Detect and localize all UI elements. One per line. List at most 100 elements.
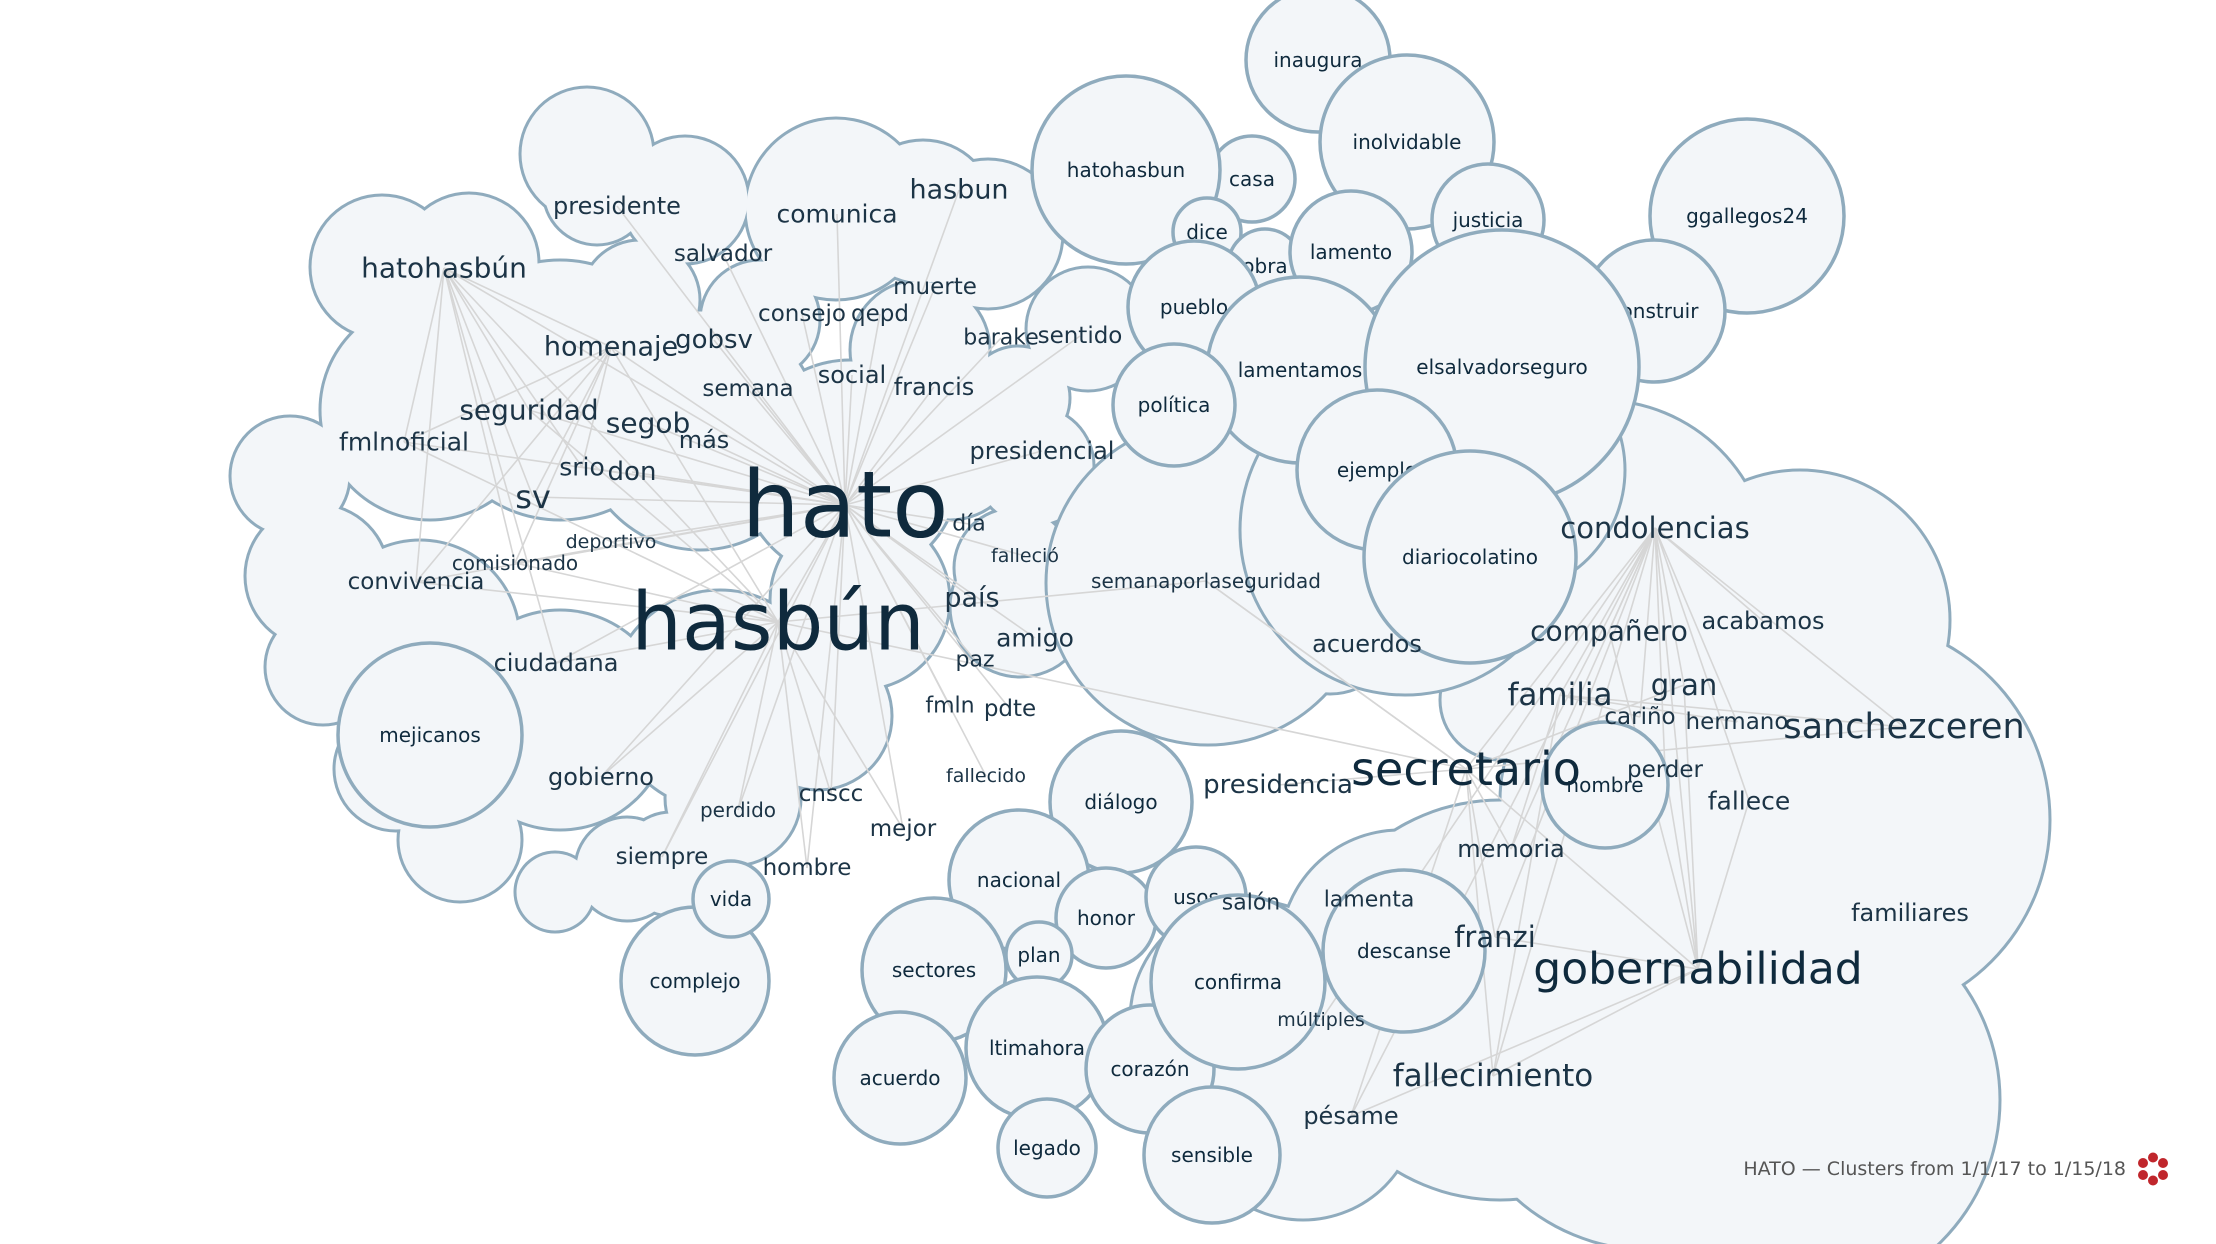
bubble-label: diariocolatino xyxy=(1402,545,1538,569)
bubble-circle xyxy=(1030,74,1222,266)
edge-line xyxy=(1559,694,1738,723)
edge-line xyxy=(836,213,846,506)
bubble-label: casa xyxy=(1229,167,1275,191)
word-lamenta: lamenta xyxy=(1324,888,1415,913)
edge-line xyxy=(528,409,779,623)
bubble-circle xyxy=(1111,342,1237,468)
edge-line xyxy=(844,335,1081,506)
word-gobierno: gobierno xyxy=(548,763,654,791)
edge-line xyxy=(806,504,846,869)
bubble-label: lamentamos xyxy=(1238,358,1363,382)
bubble-circle xyxy=(996,1097,1098,1199)
edge-line xyxy=(1350,968,1699,1117)
edge-line xyxy=(631,471,846,506)
word-memoria: memoria xyxy=(1457,835,1564,863)
edge-line xyxy=(415,504,846,583)
edge-line xyxy=(1465,684,1685,770)
edge-line xyxy=(514,562,779,623)
bubble-label: inaugura xyxy=(1273,48,1362,72)
bubble-política: política xyxy=(1111,342,1237,468)
bubble-diálogo: diálogo xyxy=(1048,729,1194,875)
edge-line xyxy=(1465,768,1699,970)
bubble-complejo: complejo xyxy=(619,905,771,1057)
bubble-label: lamento xyxy=(1310,240,1392,264)
flower-logo-icon xyxy=(2136,1152,2170,1186)
edge-line xyxy=(1654,527,1905,728)
edge-line xyxy=(610,346,779,623)
word-sv: sv xyxy=(515,478,551,516)
edge-line xyxy=(415,346,612,583)
word-consejo: consejo xyxy=(758,301,846,327)
edge-line xyxy=(532,346,612,498)
edge-line xyxy=(737,621,779,811)
word-fmln: fmln xyxy=(925,694,974,719)
word-srio: srio xyxy=(559,453,605,482)
word-hato: hato xyxy=(741,452,948,559)
bubble-mejicanos: mejicanos xyxy=(336,641,524,829)
edge-line xyxy=(777,580,1207,623)
edge-line xyxy=(415,267,445,583)
word-paz: paz xyxy=(956,648,995,673)
edge-line xyxy=(830,504,846,795)
edge-line xyxy=(1465,768,1496,938)
edge-line xyxy=(777,621,832,795)
word-salón: salón xyxy=(1222,891,1280,916)
bubble-label: diálogo xyxy=(1084,790,1157,814)
cluster-blob xyxy=(228,85,1152,934)
bubble-legado: legado xyxy=(996,1097,1098,1199)
bubble-label: nombre xyxy=(1566,773,1643,797)
bubble-label: acuerdo xyxy=(859,1066,940,1090)
word-gran: gran xyxy=(1651,668,1717,702)
word-hasbún: hasbún xyxy=(631,576,925,669)
edge-line xyxy=(581,346,612,468)
word-familiares: familiares xyxy=(1851,899,1969,927)
bubble-ltimahora: ltimahora xyxy=(964,975,1110,1121)
bubble-label: elsalvadorseguro xyxy=(1416,355,1587,379)
edge-line xyxy=(1277,768,1467,786)
word-acuerdos: acuerdos xyxy=(1312,630,1422,658)
bubble-circle xyxy=(1540,720,1670,850)
word-perder: perder xyxy=(1627,757,1704,783)
edge-line xyxy=(1654,527,1764,622)
bubble-label: honor xyxy=(1077,906,1136,930)
edge-line xyxy=(443,267,583,468)
bubble-nacional: nacional xyxy=(947,808,1091,952)
bubble-descanse: descanse xyxy=(1321,868,1487,1034)
word-más: más xyxy=(679,426,730,454)
edge-line xyxy=(844,504,1026,557)
word-mejor: mejor xyxy=(870,816,937,842)
edge-line xyxy=(532,496,846,506)
footer-caption: HATO — Clusters from 1/1/17 to 1/15/18 xyxy=(1743,1158,2126,1180)
edge-line xyxy=(443,267,516,564)
bubble-label: nacional xyxy=(977,868,1061,892)
bubble-circle xyxy=(1149,893,1327,1071)
edge-line xyxy=(600,504,846,778)
word-qepd: qepd xyxy=(851,301,909,327)
bubble-label: sensible xyxy=(1171,1143,1253,1167)
bubble-sectores: sectores xyxy=(860,896,1008,1044)
word-fallece: fallece xyxy=(1708,787,1791,816)
bubble-label: confirma xyxy=(1194,970,1282,994)
bubble-label: mejicanos xyxy=(379,723,480,747)
edge-line xyxy=(1683,684,1699,970)
bubble-label: pueblo xyxy=(1160,295,1228,319)
bubble-label: vida xyxy=(710,887,752,911)
word-acabamos: acabamos xyxy=(1701,607,1824,635)
edge-line xyxy=(1559,527,1656,696)
bubble-acuerdo: acuerdo xyxy=(832,1010,968,1146)
bubble-circle xyxy=(336,641,524,829)
bubble-label: sectores xyxy=(892,958,976,982)
word-ciudadana: ciudadana xyxy=(494,649,619,677)
edge-line xyxy=(443,267,557,664)
word-hermano: hermano xyxy=(1686,709,1789,735)
bubble-label: ltimahora xyxy=(989,1036,1085,1060)
edge-line xyxy=(555,621,779,664)
word-barake: barake xyxy=(963,326,1038,351)
word-presidencia: presidencia xyxy=(1203,770,1353,800)
word-presidente: presidente xyxy=(553,192,681,220)
bubble-label: descanse xyxy=(1357,939,1451,963)
edge-line xyxy=(844,504,987,777)
bubble-label: complejo xyxy=(649,969,740,993)
